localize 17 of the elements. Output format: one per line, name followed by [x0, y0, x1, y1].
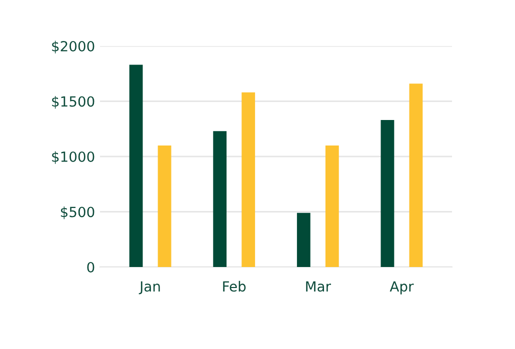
y-tick-label: $1000	[52, 151, 94, 164]
y-tick-label: $1500	[52, 96, 94, 109]
x-tick-label: Mar	[306, 281, 332, 292]
y-tick-label: $500	[60, 206, 94, 220]
y-tick-label: 0	[87, 262, 94, 272]
bar	[325, 145, 339, 267]
y-tick-label: $2000	[52, 40, 94, 54]
bar	[296, 212, 310, 267]
x-tick-label: Feb	[223, 280, 246, 292]
bar	[409, 84, 423, 267]
bar	[129, 64, 143, 267]
x-tick-label: Jan	[138, 281, 160, 294]
bar	[380, 120, 394, 267]
x-tick-label: Apr	[390, 281, 414, 294]
bar	[158, 145, 172, 267]
bar	[213, 131, 227, 267]
bar	[242, 92, 256, 267]
